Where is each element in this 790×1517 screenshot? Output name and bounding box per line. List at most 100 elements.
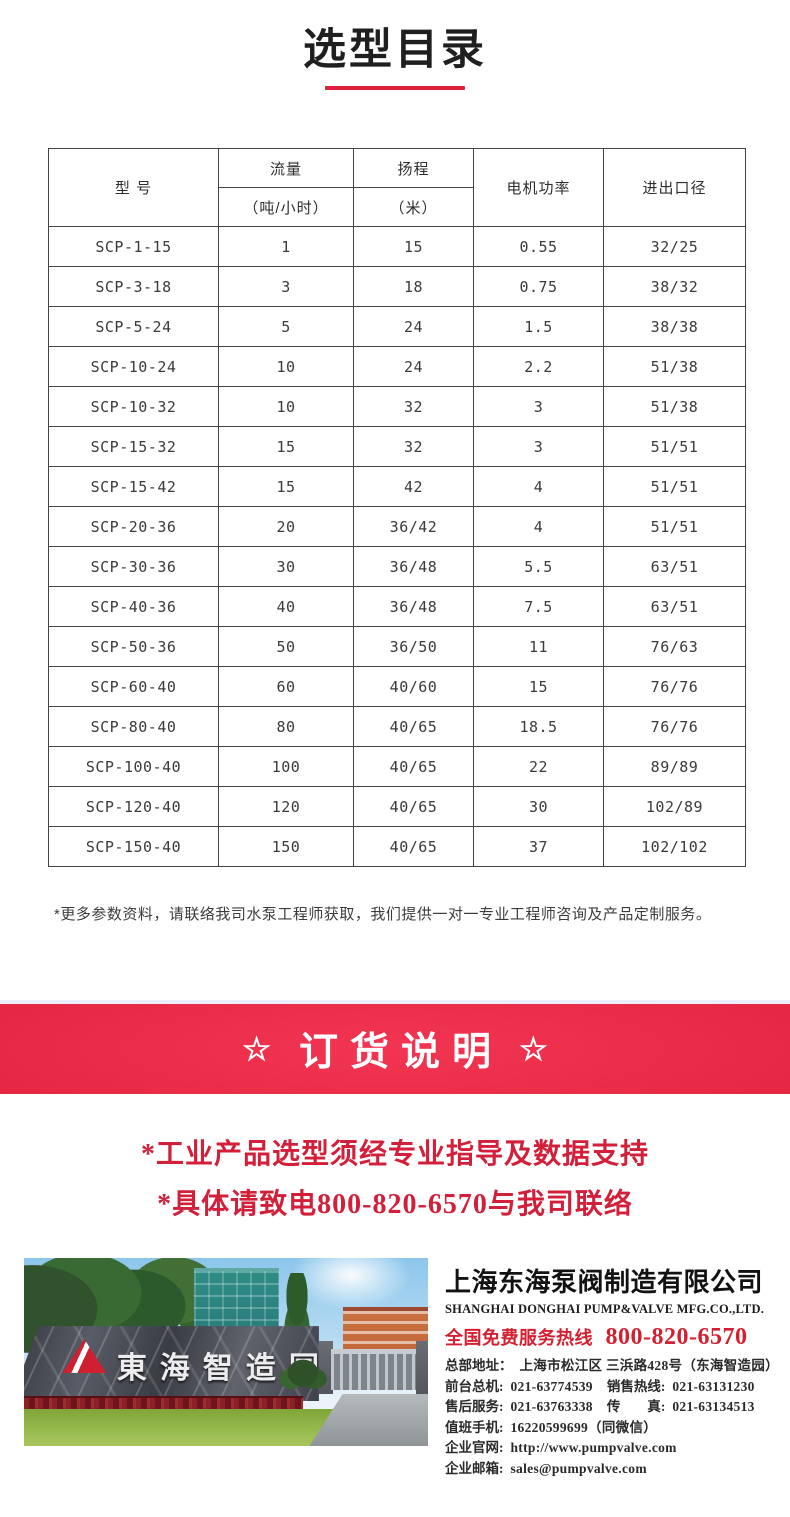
photo-flower-hedge	[24, 1395, 303, 1413]
cell-head: 42	[353, 466, 474, 508]
contact-line: 值班手机: 16220599699（同微信）	[445, 1418, 773, 1439]
cell-model: SCP-80-40	[48, 706, 219, 748]
cell-flow: 150	[218, 826, 354, 868]
order-notes: *工业产品选型须经专业指导及数据支持 *具体请致电800-820-6570与我司…	[0, 1130, 790, 1230]
cell-head: 32	[353, 426, 474, 468]
table-row: SCP-10-32 10 32 3 51/38	[48, 386, 746, 428]
banner-top-divider	[0, 1000, 790, 1005]
hotline-label: 全国免费服务热线	[445, 1328, 593, 1349]
page-title: 选型目录	[303, 26, 487, 74]
table-row: SCP-5-24 5 24 1.5 38/38	[48, 306, 746, 348]
cell-diameter: 32/25	[603, 226, 746, 268]
cell-power: 0.75	[473, 266, 604, 308]
contact-line: 企业邮箱: sales@pumpvalve.com	[445, 1459, 773, 1480]
contact-value: sales@pumpvalve.com	[510, 1460, 647, 1476]
contact-label: 总部地址：	[445, 1358, 513, 1374]
hotline-number: 800-820-6570	[605, 1324, 748, 1351]
cell-power: 4	[473, 466, 604, 508]
pump-selection-table: 型 号 流量 扬程 电机功率 进出口径 （吨/小时） （米） SCP-1-15 …	[48, 148, 746, 868]
star-icon: ☆	[519, 1031, 548, 1068]
cell-flow: 10	[218, 346, 354, 388]
cell-head: 32	[353, 386, 474, 428]
cell-model: SCP-1-15	[48, 226, 219, 268]
contact-line: 前台总机: 021-63774539 销售热线: 021-63131230	[445, 1377, 773, 1398]
table-row: SCP-120-40 120 40/65 30 102/89	[48, 786, 746, 828]
table-row: SCP-20-36 20 36/42 4 51/51	[48, 506, 746, 548]
cell-model: SCP-15-42	[48, 466, 219, 508]
spec-table-wrap: 型 号 流量 扬程 电机功率 进出口径 （吨/小时） （米） SCP-1-15 …	[48, 148, 746, 868]
cell-power: 11	[473, 626, 604, 668]
contact-label: 售后服务:	[445, 1399, 504, 1415]
company-entrance-photo: 東海智造园	[24, 1258, 428, 1447]
table-row: SCP-150-40 150 40/65 37 102/102	[48, 826, 746, 868]
contact-lines: 总部地址： 上海市松江区 三浜路428号（东海智造园） 前台总机: 021-6377…	[445, 1356, 779, 1480]
photo-cycad-plant	[276, 1356, 330, 1394]
cell-diameter: 76/76	[603, 706, 746, 748]
cell-power: 30	[473, 786, 604, 828]
cell-power: 4	[473, 506, 604, 548]
cell-flow: 1	[218, 226, 354, 268]
cell-head: 40/65	[353, 746, 474, 788]
cell-flow: 100	[218, 746, 354, 788]
contact-label: 企业邮箱:	[445, 1460, 504, 1476]
cell-diameter: 38/38	[603, 306, 746, 348]
cell-power: 3	[473, 386, 604, 428]
company-info-block: 上海东海泵阀制造有限公司 SHANGHAI DONGHAI PUMP&VALVE…	[428, 1258, 779, 1480]
title-underline-decoration	[325, 86, 465, 91]
cell-model: SCP-100-40	[48, 746, 219, 788]
contact-value: http://www.pumpvalve.com	[510, 1440, 677, 1456]
cell-head: 24	[353, 306, 474, 348]
order-note-line: *工业产品选型须经专业指导及数据支持	[140, 1139, 649, 1171]
cell-flow: 3	[218, 266, 354, 308]
cell-diameter: 51/51	[603, 426, 746, 468]
cell-flow: 15	[218, 466, 354, 508]
table-row: SCP-1-15 1 15 0.55 32/25	[48, 226, 746, 268]
cell-power: 2.2	[473, 346, 604, 388]
table-row: SCP-60-40 60 40/60 15 76/76	[48, 666, 746, 708]
cell-head: 15	[353, 226, 474, 268]
contact-label: 前台总机:	[445, 1378, 504, 1394]
cell-model: SCP-10-32	[48, 386, 219, 428]
cell-power: 37	[473, 826, 604, 868]
service-hotline: 全国免费服务热线 800-820-6570	[445, 1324, 773, 1351]
cell-model: SCP-15-32	[48, 426, 219, 468]
cell-head: 24	[353, 346, 474, 388]
cell-model: SCP-10-24	[48, 346, 219, 388]
cell-head: 18	[353, 266, 474, 308]
cell-model: SCP-20-36	[48, 506, 219, 548]
cell-model: SCP-60-40	[48, 666, 219, 708]
col-header-head-unit: （米）	[353, 187, 474, 228]
contact-value: 上海市松江区 三浜路428号（东海智造园）	[519, 1358, 779, 1374]
cell-diameter: 89/89	[603, 746, 746, 788]
col-header-flow: 流量	[218, 148, 354, 189]
cell-model: SCP-120-40	[48, 786, 219, 828]
cell-flow: 50	[218, 626, 354, 668]
photo-gate	[331, 1348, 420, 1391]
contact-label: 传 真:	[606, 1399, 666, 1415]
cell-power: 5.5	[473, 546, 604, 588]
cell-diameter: 76/63	[603, 626, 746, 668]
cell-diameter: 51/51	[603, 506, 746, 548]
col-header-flow-unit: （吨/小时）	[218, 187, 354, 228]
cell-model: SCP-30-36	[48, 546, 219, 588]
cell-diameter: 63/51	[603, 586, 746, 628]
contact-value: 021-63131230	[672, 1378, 755, 1394]
table-footnote: *更多参数资料，请联络我司水泵工程师获取，我们提供一对一专业工程师咨询及产品定制…	[54, 906, 712, 924]
contact-label: 销售热线:	[606, 1378, 666, 1394]
table-row: SCP-100-40 100 40/65 22 89/89	[48, 746, 746, 788]
contact-label: 值班手机:	[445, 1419, 504, 1435]
title-section: 选型目录	[0, 0, 790, 91]
cell-flow: 80	[218, 706, 354, 748]
table-row: SCP-80-40 80 40/65 18.5 76/76	[48, 706, 746, 748]
order-note-line: *具体请致电800-820-6570与我司联络	[157, 1189, 633, 1221]
cell-power: 7.5	[473, 586, 604, 628]
cell-power: 15	[473, 666, 604, 708]
col-header-power: 电机功率	[473, 148, 604, 228]
cell-head: 36/48	[353, 546, 474, 588]
cell-flow: 20	[218, 506, 354, 548]
contact-value: 021-63763338	[510, 1399, 593, 1415]
order-banner-title: 订货说明	[298, 1031, 503, 1075]
cell-flow: 60	[218, 666, 354, 708]
contact-line: 总部地址： 上海市松江区 三浜路428号（东海智造园）	[445, 1356, 779, 1377]
cell-head: 40/60	[353, 666, 474, 708]
